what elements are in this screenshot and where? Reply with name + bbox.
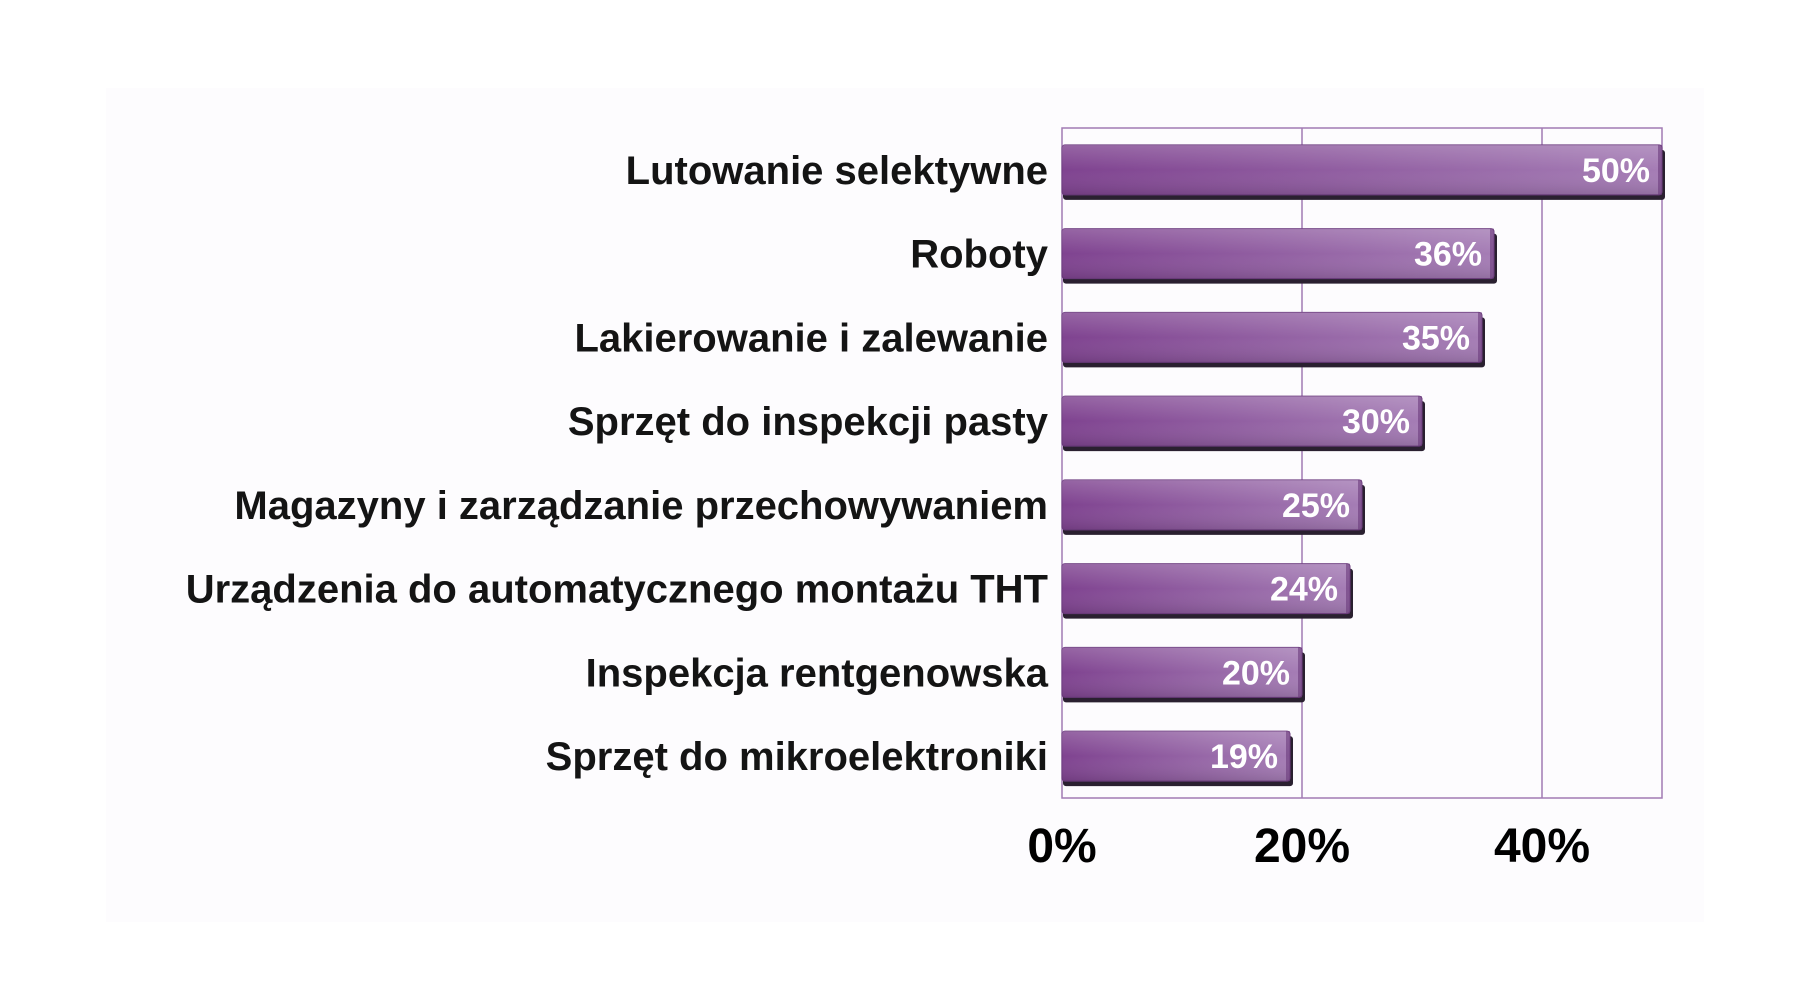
x-tick-label: 0% xyxy=(1027,820,1096,873)
category-label: Lutowanie selektywne xyxy=(626,149,1048,193)
category-label: Sprzęt do inspekcji pasty xyxy=(568,400,1049,444)
category-label: Sprzęt do mikroelektroniki xyxy=(546,735,1048,779)
category-label: Magazyny i zarządzanie przechowywaniem xyxy=(234,484,1048,528)
bar-value-label: 36% xyxy=(1414,236,1482,274)
bar-end-cap xyxy=(1658,144,1662,195)
bar-highlight xyxy=(1062,731,1290,782)
bar-end-cap xyxy=(1286,731,1290,782)
chart-panel xyxy=(106,88,1704,922)
bars-layer xyxy=(1061,144,1665,787)
bar-value-label: 35% xyxy=(1402,319,1470,357)
bar-highlight xyxy=(1062,144,1662,195)
bar-value-label: 25% xyxy=(1282,487,1350,525)
bar-highlight xyxy=(1062,228,1494,279)
category-label: Lakierowanie i zalewanie xyxy=(574,316,1048,360)
bar-value-label: 50% xyxy=(1582,152,1650,190)
plot-frame xyxy=(1061,127,1663,799)
bar-end-cap xyxy=(1490,228,1494,279)
bar-highlight xyxy=(1062,396,1422,447)
bar-value-label: 30% xyxy=(1342,403,1410,441)
bar-end-cap xyxy=(1298,647,1302,698)
x-tick-label: 20% xyxy=(1254,820,1350,873)
labels-layer: 0% 20% 40% 50% Lutowanie selektywne 36% Roboty… xyxy=(186,149,1650,873)
bar-end-cap xyxy=(1418,396,1422,447)
bar-value-label: 20% xyxy=(1222,654,1290,692)
x-tick-label: 40% xyxy=(1494,820,1590,873)
bar-end-cap xyxy=(1358,479,1362,530)
bar-highlight xyxy=(1062,563,1350,614)
bar-highlight xyxy=(1062,479,1362,530)
bar-end-cap xyxy=(1478,312,1482,363)
category-label: Inspekcja rentgenowska xyxy=(586,651,1049,695)
bar-highlight xyxy=(1062,312,1482,363)
bar-value-label: 24% xyxy=(1270,571,1338,609)
category-label: Urządzenia do automatycznego montażu THT xyxy=(186,568,1048,612)
bar-value-label: 19% xyxy=(1210,738,1278,776)
bar-end-cap xyxy=(1346,563,1350,614)
category-label: Roboty xyxy=(910,233,1049,277)
bar-highlight xyxy=(1062,647,1302,698)
